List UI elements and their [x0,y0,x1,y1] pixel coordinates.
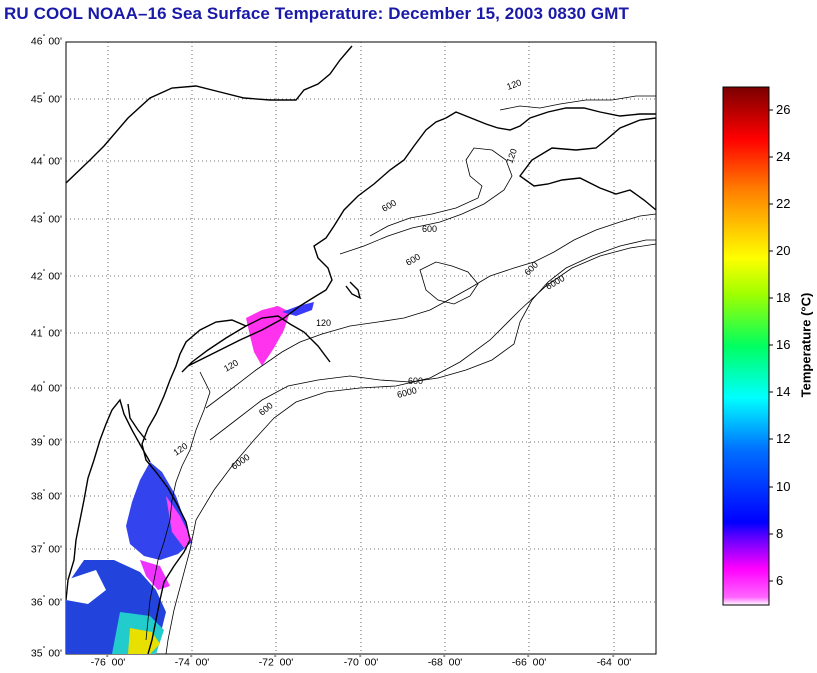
coast-chesapeake [66,398,151,601]
lat-label: 40° 00' [30,381,62,395]
sst-patch-sound [66,570,106,604]
contour-label: 120 [316,318,331,328]
lon-label: -70° 00' [343,655,379,669]
lat-label: 44° 00' [30,154,62,168]
colorbar-tick-label: 14 [776,384,791,399]
sst-patch-delmarva-edge [166,496,192,548]
lat-label: 43° 00' [30,212,62,226]
lon-label: -68° 00' [427,655,463,669]
contour-600-lower [209,239,656,441]
lat-label: 42° 00' [30,269,62,283]
colorbar-tick-label: 12 [776,431,791,446]
lon-label: -64° 00' [596,655,632,669]
contour-600 [205,213,656,409]
colorbar-tick-label: 26 [776,102,791,117]
lon-label: -74° 00' [174,655,210,669]
colorbar-tick-label: 6 [776,573,784,588]
lat-label: 35° 00' [30,646,62,660]
lat-label: 39° 00' [30,435,62,449]
contour-label: 120 [504,147,519,165]
contour-gom [339,147,513,255]
contour-120 [145,371,211,641]
coast-mid-atlantic [141,319,247,654]
map-title: RU COOL NOAA–16 Sea Surface Temperature:… [4,4,629,23]
lat-label: 37° 00' [30,542,62,556]
sst-patch-gulfstream [128,628,160,654]
lon-label: -76° 00' [90,655,126,669]
contour-label: 600 [408,376,423,386]
lat-label: 38° 00' [30,489,62,503]
colorbar-tick-label: 8 [776,526,784,541]
coast-cape-cod [345,281,362,300]
colorbar-tick-label: 22 [776,196,791,211]
coast-new-england [181,107,656,373]
coastline [66,45,656,654]
coast-delaware-bay [127,403,147,441]
lat-label: 45° 00' [30,92,62,106]
lon-label: -72° 00' [258,655,294,669]
contour-label: 600 [422,224,437,234]
bathymetry-contours [145,95,656,654]
colorbar-tick-label: 18 [776,290,791,305]
colorbar [722,86,770,606]
contour-6000-south [165,519,197,654]
contour-scotian [499,95,656,111]
lat-label: 36° 00' [30,595,62,609]
sst-patch-long-island-blue [282,302,314,316]
coast-canada [66,45,353,184]
contour-georges [419,261,479,305]
lon-label: -66° 00' [511,655,547,669]
colorbar-tick-label: 20 [776,243,791,258]
contour-label: 120 [505,77,523,92]
colorbar-ticks [769,109,773,582]
lat-label: 41° 00' [30,326,62,340]
colorbar-tick-label: 10 [776,479,791,494]
coast-nova-scotia [519,117,656,211]
colorbar-tick-label: 24 [776,149,791,164]
lat-label: 46° 00' [30,34,62,48]
contour-6000 [195,243,656,521]
colorbar-tick-label: 16 [776,337,791,352]
colorbar-title: Temperature (°C) [798,292,814,398]
